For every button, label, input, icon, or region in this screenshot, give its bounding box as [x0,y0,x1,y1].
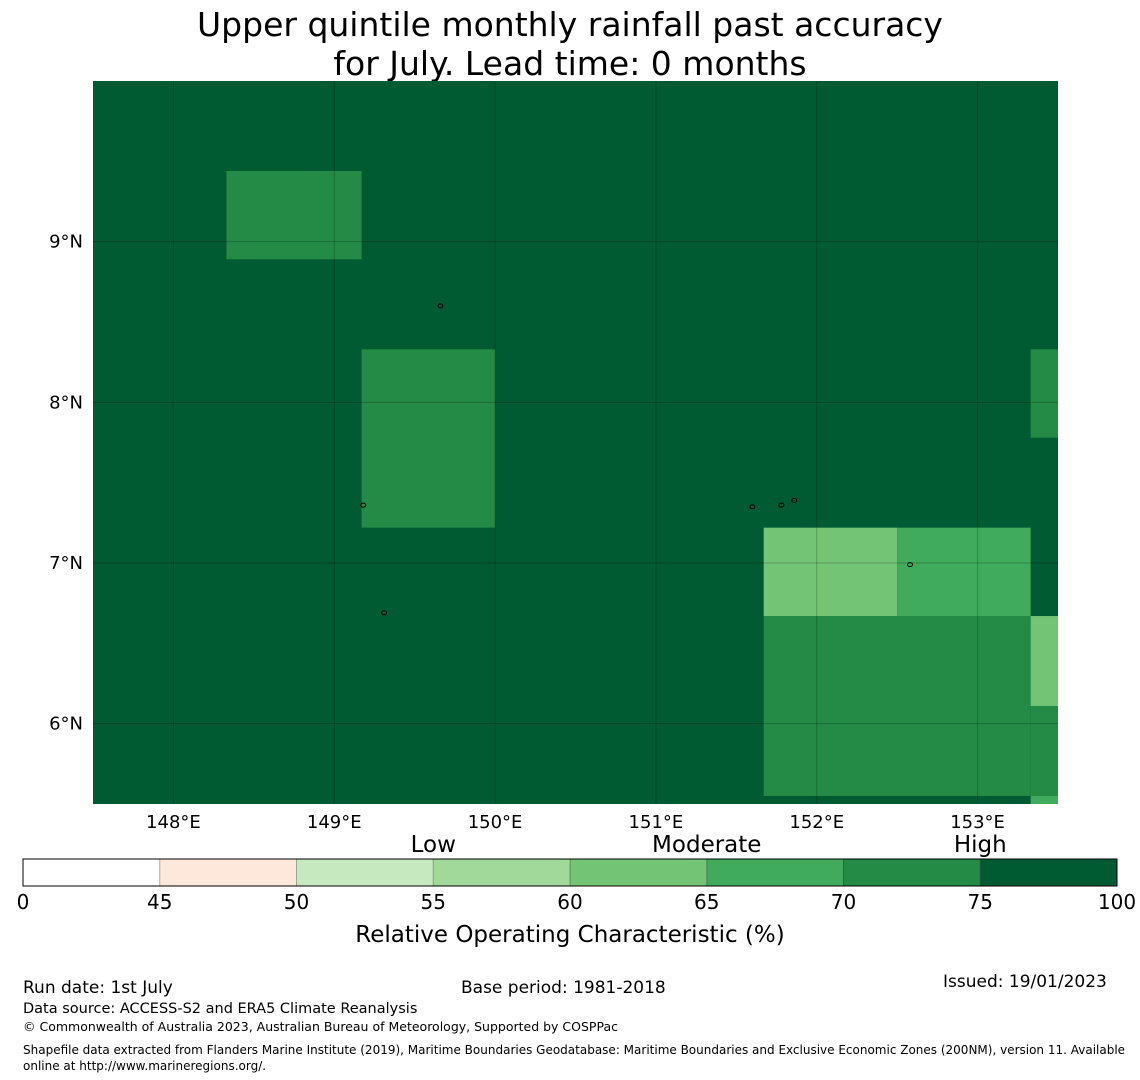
chart-title-line-1: Upper quintile monthly rainfall past acc… [197,5,943,44]
colorbar-tick-label: 45 [147,890,172,914]
colorbar-segment [706,859,844,886]
map-grid-cell [763,527,898,617]
island-outline [360,502,367,508]
colorbar-tick-label: 60 [557,890,582,914]
colorbar-segment [433,859,570,886]
longitude-tick-label: 150°E [468,812,523,833]
data-source: Data source: ACCESS-S2 and ERA5 Climate … [23,1001,418,1017]
colorbar-tick-label: 70 [831,890,856,914]
latitude-tick-label: 8°N [49,392,83,413]
colorbar-category-label: Moderate [652,832,761,858]
colorbar-title: Relative Operating Characteristic (%) [355,922,784,948]
colorbar-segment [570,859,707,886]
latitude-tick-label: 9°N [49,232,83,253]
colorbar-tick-label: 75 [968,890,993,914]
run-date: Run date: 1st July [23,978,173,998]
map-layer: 148°E 149°E 150°E 151°E 152°E 153°E 9°N 8°N 7°N 6… [49,81,1058,833]
map-grid-cell [361,349,496,528]
map-grid-cell [1030,349,1058,438]
colorbar-tick-label: 55 [421,890,446,914]
base-period: Base period: 1981-2018 [461,978,666,998]
colorbar-tick-label: 65 [694,890,719,914]
latitude-tick-label: 7°N [49,553,83,574]
colorbar-category-label: Low [411,832,456,858]
longitude-tick-label: 151°E [629,812,684,833]
longitude-tick-label: 152°E [789,812,844,833]
map-grid-cell [763,616,1031,796]
map-grid-cell [226,170,362,260]
longitude-tick-label: 148°E [146,812,201,833]
island-outline [381,610,388,616]
map-grid-cell [897,527,1031,617]
map-grid-cell [1030,795,1058,804]
colorbar-tick-label: 0 [17,890,30,914]
island-outline [437,303,444,309]
colorbar-tick-label: 50 [284,890,309,914]
island-outline [749,504,756,510]
copyright-notice: © Commonwealth of Australia 2023, Austra… [23,1019,618,1034]
longitude-tick-label: 149°E [307,812,362,833]
island-outline [778,502,785,508]
colorbar-segment [23,859,160,886]
map-grid-cell [1030,616,1058,706]
colorbar-segment [159,859,297,886]
map-grid-cell [1030,705,1058,796]
longitude-tick-label: 153°E [950,812,1005,833]
colorbar: 0 45 50 55 60 65 70 75 100 Low Moderate High Relativ… [17,832,1136,948]
colorbar-segment [980,859,1117,886]
colorbar-segment [296,859,434,886]
latitude-tick-label: 6°N [49,714,83,735]
colorbar-tick-label: 100 [1098,890,1136,914]
colorbar-frame [22,858,1118,887]
chart-title-line-2: for July. Lead time: 0 months [333,44,807,83]
issued-date: Issued: 19/01/2023 [943,972,1107,992]
colorbar-segment [843,859,981,886]
colorbar-category-label: High [954,832,1007,858]
island-outline [791,497,798,503]
island-outline [907,562,914,568]
shapefile-credit: Shapefile data extracted from Flanders M… [23,1043,1126,1073]
